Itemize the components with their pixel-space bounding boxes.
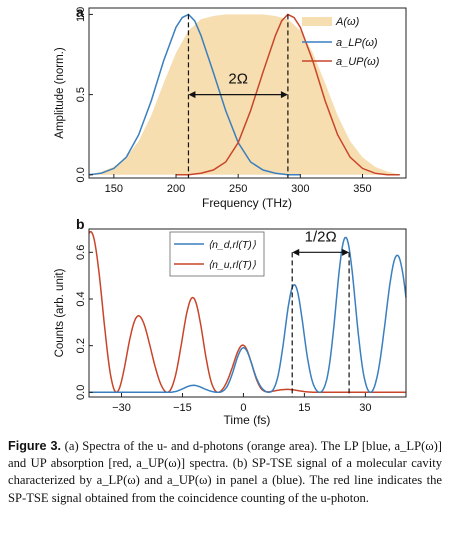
- legend-swatch-area: [302, 17, 332, 26]
- panel-a-ylabel: Amplitude (norm.): [54, 47, 66, 139]
- caption-label: Figure 3.: [8, 439, 61, 453]
- series-line-lp: [88, 13, 301, 176]
- x-tick-label: 350: [353, 183, 371, 195]
- panel-b-label: b: [76, 216, 85, 232]
- x-tick-label: 30: [359, 402, 371, 414]
- figure-caption: Figure 3. (a) Spectra of the u- and d-ph…: [8, 438, 442, 507]
- arrow-head: [280, 91, 288, 99]
- panel-b-xlabel: Time (fs): [224, 413, 271, 427]
- series-line-up: [176, 13, 400, 176]
- x-tick-label: 150: [105, 183, 123, 195]
- panel-b-legend-box: [169, 231, 265, 277]
- x-tick-label: 250: [229, 183, 247, 195]
- caption-text: (a) Spectra of the u- and d-photons (ora…: [8, 439, 442, 505]
- x-tick-label: 15: [298, 402, 310, 414]
- panel-b-frame: [88, 228, 407, 398]
- legend-label-lp: a_LP(ω): [336, 37, 378, 49]
- x-tick-label: 300: [291, 183, 309, 195]
- y-tick-label: 0.5: [75, 87, 87, 102]
- arrow-head: [292, 248, 300, 256]
- x-tick-label: 200: [167, 183, 185, 195]
- span-annotation: 1/2Ω: [305, 228, 337, 245]
- y-tick-label: 0.4: [75, 291, 87, 306]
- span-annotation: 2Ω: [228, 71, 248, 88]
- panel-a-legend: A(ω) a_LP(ω) a_UP(ω): [302, 16, 380, 68]
- series-line-nd: [89, 236, 407, 394]
- arrow-head: [188, 91, 196, 99]
- panel-b-legend: ⟨n_d,rl(T)⟩ ⟨n_u,rl(T)⟩: [169, 231, 265, 277]
- y-tick-label: 0.2: [75, 338, 87, 353]
- panel-a-frame: [88, 7, 407, 179]
- x-tick-label: 0: [240, 402, 246, 414]
- y-tick-label: 0.0: [75, 167, 87, 182]
- x-tick-label: −30: [112, 402, 131, 414]
- y-tick-label: 0.0: [75, 385, 87, 400]
- legend-label-area: A(ω): [335, 16, 360, 28]
- panel-b-ylabel: Counts (arb. unit): [54, 268, 66, 357]
- x-tick-label: −15: [173, 402, 192, 414]
- y-tick-label: 1.0: [75, 7, 87, 22]
- panel-a-label: a: [76, 4, 84, 20]
- arrow-head: [342, 248, 350, 256]
- panel-b-chart: b −30 −15 0 15 30 0.0 0.2 0.4 0.6 Time (fs) Cou…: [54, 216, 407, 427]
- panel-a-xlabel: Frequency (THz): [202, 196, 292, 210]
- y-tick-label: 0.6: [75, 245, 87, 260]
- legend-label-nd: ⟨n_d,rl(T)⟩: [208, 239, 256, 251]
- legend-label-nu: ⟨n_u,rl(T)⟩: [208, 259, 256, 271]
- legend-label-up: a_UP(ω): [336, 56, 380, 68]
- panel-a-chart: a 150 200 250 300 350 0.0 0.5 1.0 Frequency (T…: [54, 4, 407, 210]
